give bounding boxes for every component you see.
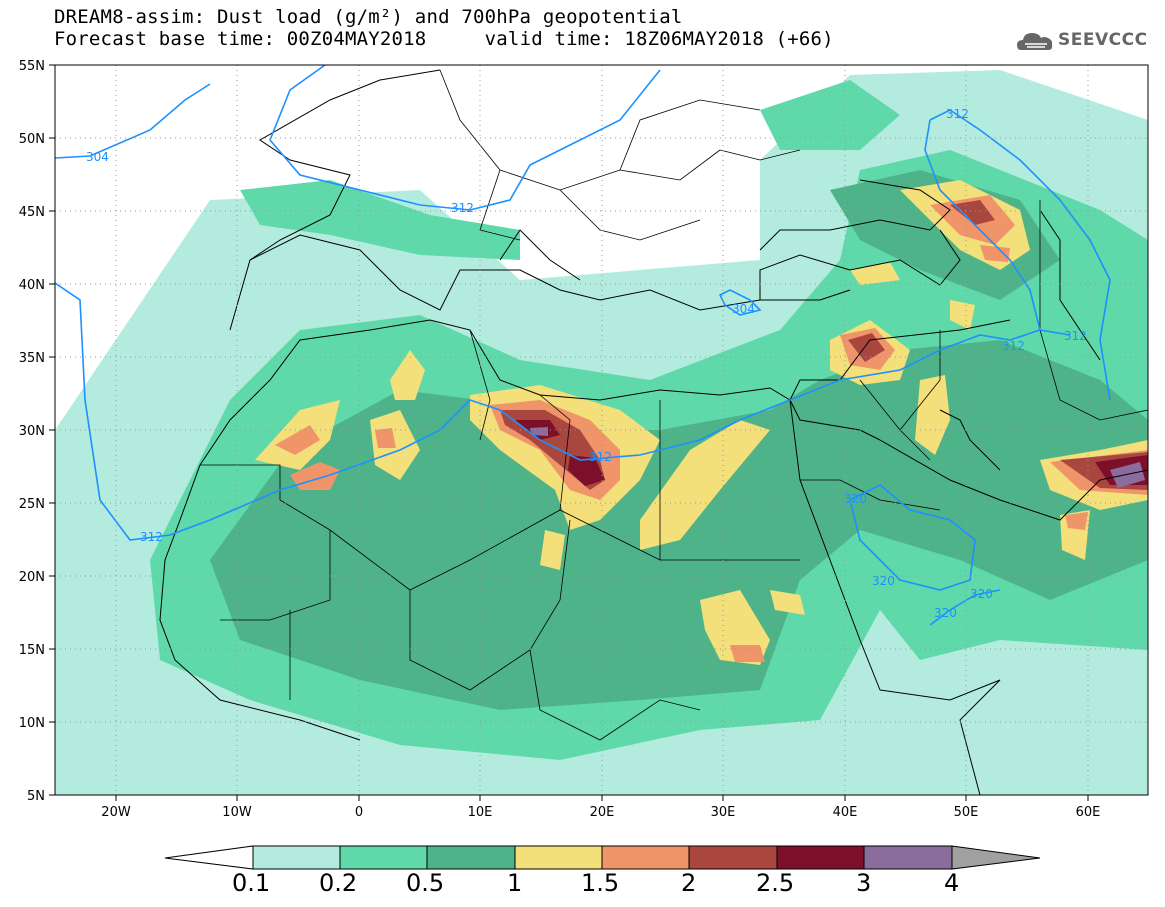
colorbar-swatch — [688, 845, 778, 870]
lat-tick-label: 20N — [19, 570, 45, 585]
lat-tick-label: 15N — [19, 643, 45, 658]
lat-tick-label: 40N — [19, 278, 45, 293]
colorbar-label: 1 — [507, 869, 523, 897]
contour-label-304-aegean: 304 — [732, 302, 755, 316]
lon-tick-label: 20E — [590, 805, 615, 820]
contour-label-312-north: 312 — [451, 201, 474, 215]
colorbar-label: 4 — [944, 869, 960, 897]
map-title: DREAM8-assim: Dust load (g/m²) and 700hP… — [54, 6, 683, 28]
country-borders — [200, 69, 1148, 741]
colorbar-swatch — [339, 845, 428, 870]
cloud-icon — [1017, 33, 1053, 50]
lat-tick-label: 5N — [27, 789, 45, 804]
forecast-base-time: Forecast base time: 00Z04MAY2018 — [54, 28, 427, 50]
lon-tick-label: 50E — [954, 805, 979, 820]
lat-tick-label: 50N — [19, 132, 45, 147]
colorbar-swatch — [252, 845, 341, 870]
colorbar-label: 2.5 — [756, 869, 795, 897]
lon-tick-label: 20W — [101, 805, 131, 820]
lon-tick-label: 10E — [468, 805, 493, 820]
contour-label-312-far-east: 312 — [1064, 329, 1087, 343]
lat-tick-label: 35N — [19, 351, 45, 366]
lat-tick-label: 45N — [19, 205, 45, 220]
contour-label-320-oman: 320 — [970, 587, 993, 601]
contour-label-312-libya: 312 — [589, 450, 612, 464]
colorbar-swatch — [863, 845, 953, 870]
map-subtitle: Forecast base time: 00Z04MAY2018 valid t… — [54, 28, 834, 50]
lon-tick-label: 60E — [1076, 805, 1101, 820]
lon-tick-label: 10W — [222, 805, 252, 820]
lon-tick-label: 0 — [355, 805, 363, 820]
contour-label-320-arabia-west: 320 — [844, 492, 867, 506]
contour-label-312-atlantic: 312 — [140, 530, 163, 544]
lat-tick-label: 55N — [19, 59, 45, 74]
colorbar-label: 0.1 — [232, 869, 271, 897]
contour-labels: 304 312 312 304 312 312 312 320 320 320 … — [86, 107, 1087, 620]
lat-tick-label: 30N — [19, 424, 45, 439]
colorbar-swatch — [601, 845, 690, 870]
geopotential-contours — [55, 65, 1111, 626]
contour-label-312-iran: 312 — [1002, 339, 1025, 353]
logo-text: SEEVCCC — [1058, 30, 1148, 50]
contour-label-320-yemen: 320 — [934, 606, 957, 620]
lon-tick-label: 40E — [833, 805, 858, 820]
contour-label-312-east: 312 — [946, 107, 969, 121]
lon-axis: 20W 10W 0 10E 20E 30E 40E 50E 60E — [101, 795, 1100, 820]
colorbar — [164, 845, 1041, 870]
colorbar-swatch — [426, 845, 516, 870]
colorbar-label: 0.2 — [319, 869, 358, 897]
lat-tick-label: 25N — [19, 497, 45, 512]
lat-axis: 55N 50N 45N 40N 35N 30N 25N 20N 15N 10N … — [19, 59, 55, 804]
colorbar-left-arrow — [164, 845, 254, 870]
colorbar-label: 1.5 — [581, 869, 620, 897]
lon-tick-label: 30E — [711, 805, 736, 820]
lat-tick-label: 10N — [19, 716, 45, 731]
colorbar-label: 3 — [856, 869, 872, 897]
colorbar-label: 2 — [681, 869, 697, 897]
coastlines — [159, 69, 1148, 795]
contour-label-304-west: 304 — [86, 150, 109, 164]
dust-field-purple — [530, 427, 1145, 488]
contour-label-320-arabia-south: 320 — [872, 574, 895, 588]
graticule — [55, 65, 1148, 795]
colorbar-swatch — [776, 845, 865, 870]
colorbar-right-arrow — [951, 845, 1041, 870]
colorbar-swatch — [514, 845, 603, 870]
valid-time: valid time: 18Z06MAY2018 (+66) — [484, 28, 834, 50]
colorbar-label: 0.5 — [406, 869, 445, 897]
